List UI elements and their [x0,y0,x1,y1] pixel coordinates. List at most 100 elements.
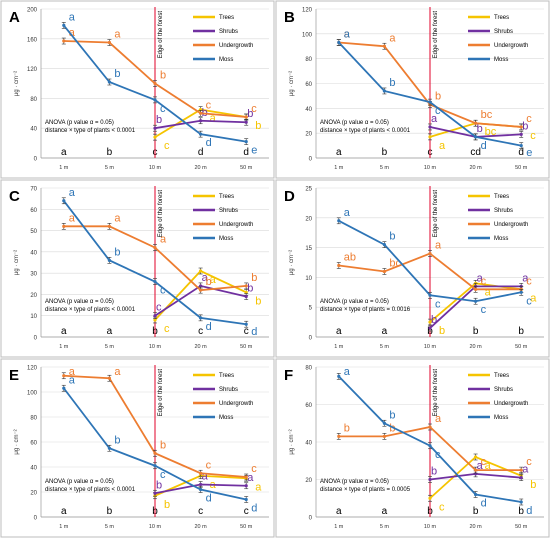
point-letter: e [526,147,532,159]
point-letter: a [114,366,121,378]
data-point [428,320,432,324]
point-letter: d [251,326,257,338]
y-tick-label: 100 [302,32,313,38]
data-point [428,100,432,104]
y-tick-label: 200 [27,8,38,14]
point-letter: a [522,272,529,284]
bottom-letter: c [198,506,203,517]
x-tick-label: 10 m [149,165,162,171]
point-letter: b [206,276,212,288]
data-point [382,243,386,247]
data-point [107,224,111,228]
y-tick-label: 60 [30,208,37,214]
panel-b: B 0 20 40 60 80 100 120 μg · cm⁻² 1 m 5 m 10 m 20 m 5… [275,0,550,179]
x-tick-label: 10 m [149,524,162,530]
point-letter: b [160,70,166,82]
point-letter: d [526,505,532,517]
anova-title: ANOVA (p value α = 0.05) [45,299,114,305]
x-tick-label: 50 m [515,524,528,530]
y-tick-label: 20 [305,478,312,484]
legend-label: Undergrowth [219,43,253,49]
y-tick-label: 0 [34,336,38,342]
data-point [199,316,203,320]
edge-label: Edge of the forest [433,190,439,238]
legend-label: Shrubs [219,29,238,35]
y-tick-label: 20 [305,132,312,138]
point-letter: c [526,456,532,468]
bottom-letter: b [107,147,113,158]
data-point [62,224,66,228]
bottom-letter: c [244,506,249,517]
point-letter: b [389,77,395,89]
point-letter: b [164,499,170,511]
x-tick-label: 1 m [334,524,344,530]
data-point [107,40,111,45]
data-point [199,482,203,487]
legend-label: Shrubs [219,387,238,393]
point-letter: b [431,314,437,326]
x-tick-label: 1 m [334,165,344,171]
data-point [153,451,157,455]
y-tick-label: 40 [30,466,37,472]
data-point [474,135,478,139]
x-tick-label: 5 m [380,344,390,350]
panel-e: E 0 20 40 60 80 100 120 μg · cm⁻² 1 m 5 m 10 m 20 m 5… [0,358,275,538]
point-letter: a [344,207,351,219]
point-letter: b [522,120,528,132]
panel-frame [275,179,550,358]
point-letter: a [485,460,492,472]
legend-label: Trees [219,194,234,200]
x-tick-label: 50 m [240,524,253,530]
point-letter: c [481,275,487,287]
point-letter: a [439,140,446,152]
bottom-letter: b [473,326,479,337]
point-letter: b [344,422,350,434]
x-tick-label: 20 m [469,344,482,350]
edge-label: Edge of the forest [158,369,164,417]
data-point [244,475,248,479]
y-tick-label: 70 [30,187,37,193]
data-point [244,120,248,124]
point-letter: a [69,366,76,378]
y-tick-label: 10 [305,276,312,282]
legend-label: Shrubs [494,208,513,214]
data-point [382,421,386,425]
data-point [428,251,432,256]
data-point [62,39,66,43]
point-letter: c [156,302,162,314]
point-letter: d [206,321,212,333]
point-letter: a [210,274,217,286]
data-point [474,287,478,291]
bottom-letter: c [244,326,249,337]
x-tick-label: 1 m [334,344,344,350]
data-point [199,111,203,115]
bottom-letter: a [336,326,342,337]
legend-label: Moss [494,57,508,63]
data-point [199,269,203,273]
y-tick-label: 0 [309,157,313,163]
point-letter: c [435,298,441,310]
anova-detail: distance × type of plants = 0.0016 [320,307,411,313]
data-point [382,44,386,48]
y-tick-label: 0 [34,516,38,522]
x-tick-label: 10 m [424,165,437,171]
data-point [153,280,157,284]
y-tick-label: 80 [30,97,37,103]
point-letter: c [251,103,257,115]
x-tick-label: 20 m [194,524,207,530]
data-point [153,246,157,250]
data-point [244,115,248,119]
data-point [153,81,157,86]
bottom-letter: a [61,506,67,517]
x-tick-label: 20 m [194,344,207,350]
y-tick-label: 100 [27,391,38,397]
point-letter: a [202,471,209,483]
x-tick-label: 10 m [424,344,437,350]
y-tick-label: 15 [305,246,312,252]
data-point [474,468,478,472]
data-point [474,492,478,497]
data-point [428,477,432,482]
bottom-letter: a [336,506,342,517]
